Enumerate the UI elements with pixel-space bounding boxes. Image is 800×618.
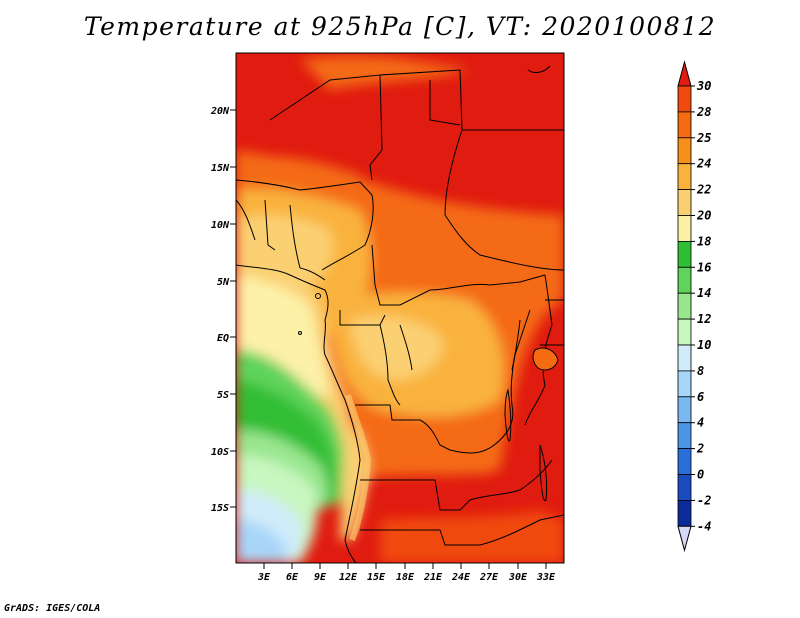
colorbar-box bbox=[677, 448, 692, 475]
colorbar-label: 0 bbox=[697, 468, 704, 482]
lat-label: 10S bbox=[211, 447, 229, 458]
colorbar-box bbox=[677, 266, 692, 294]
lat-label: 10N bbox=[211, 220, 230, 231]
colorbar-box bbox=[677, 370, 692, 398]
colorbar-box bbox=[677, 215, 692, 242]
colorbar-label: 28 bbox=[696, 105, 711, 119]
colorbar-label: 30 bbox=[696, 79, 711, 93]
grads-credit: GrADS: IGES/COLA bbox=[4, 603, 101, 614]
lon-label: 6E bbox=[286, 572, 299, 583]
colorbar-label: 2 bbox=[696, 442, 704, 456]
colorbar-box bbox=[677, 396, 692, 424]
lat-label: 15S bbox=[211, 503, 229, 514]
lon-label: 27E bbox=[479, 572, 499, 583]
lat-label: 5N bbox=[217, 277, 230, 288]
colorbar-box bbox=[677, 344, 692, 372]
colorbar-label: 4 bbox=[697, 416, 704, 430]
colorbar-label: 20 bbox=[696, 209, 711, 223]
colorbar-label: -2 bbox=[697, 493, 711, 507]
colorbar-label: 12 bbox=[697, 312, 711, 326]
lon-ticks bbox=[263, 563, 547, 569]
lon-label: 12E bbox=[339, 572, 358, 583]
lat-labels: 20N 15N 10N 5N EQ 5S 10S 15S bbox=[210, 106, 230, 514]
colorbar-top-arrow bbox=[677, 60, 692, 87]
colorbar-box bbox=[677, 318, 692, 346]
colorbar-box bbox=[677, 499, 692, 527]
colorbar-label: -4 bbox=[697, 519, 711, 533]
colorbar-label: 8 bbox=[697, 364, 704, 378]
colorbar-label: 18 bbox=[697, 234, 711, 248]
colorbar-box bbox=[677, 474, 692, 501]
lon-label: 33E bbox=[536, 572, 556, 583]
colorbar-box bbox=[677, 422, 692, 450]
temperature-field bbox=[236, 53, 564, 563]
lon-label: 24E bbox=[451, 572, 471, 583]
lon-label: 9E bbox=[314, 572, 327, 583]
lat-label: 5S bbox=[217, 390, 229, 401]
coastlines-borders bbox=[236, 65, 564, 563]
lon-label: 15E bbox=[367, 572, 386, 583]
lon-label: 21E bbox=[423, 572, 443, 583]
colorbar-label: 24 bbox=[696, 157, 711, 171]
colorbar-label: 25 bbox=[696, 131, 711, 145]
colorbar-box bbox=[677, 137, 692, 165]
colorbar-box bbox=[677, 292, 692, 320]
colorbar-label: 6 bbox=[697, 390, 704, 404]
colorbar-box bbox=[677, 111, 692, 139]
lon-label: 18E bbox=[396, 572, 415, 583]
lon-label: 3E bbox=[257, 572, 271, 583]
colorbar-box bbox=[677, 240, 692, 268]
lat-label: 15N bbox=[211, 163, 230, 174]
colorbar-label: 10 bbox=[697, 338, 711, 352]
lat-label: EQ bbox=[217, 333, 229, 344]
lon-label: 30E bbox=[508, 572, 528, 583]
colorbar-label: 14 bbox=[697, 286, 711, 300]
lon-labels: 3E 6E 9E 12E 15E 18E 21E 24E 27E 30E 33E bbox=[257, 572, 556, 583]
lat-label: 20N bbox=[210, 106, 230, 117]
map-frame bbox=[235, 52, 565, 564]
colorbar-box bbox=[677, 163, 692, 190]
colorbar-bottom-arrow bbox=[677, 525, 692, 553]
colorbar-box bbox=[677, 189, 692, 216]
lat-ticks bbox=[230, 109, 236, 508]
colorbar-box bbox=[677, 85, 692, 113]
map-title: Temperature at 925hPa [C], VT: 202010081… bbox=[83, 12, 717, 41]
colorbar-label: 22 bbox=[696, 183, 711, 197]
colorbar-label: 16 bbox=[697, 260, 711, 274]
